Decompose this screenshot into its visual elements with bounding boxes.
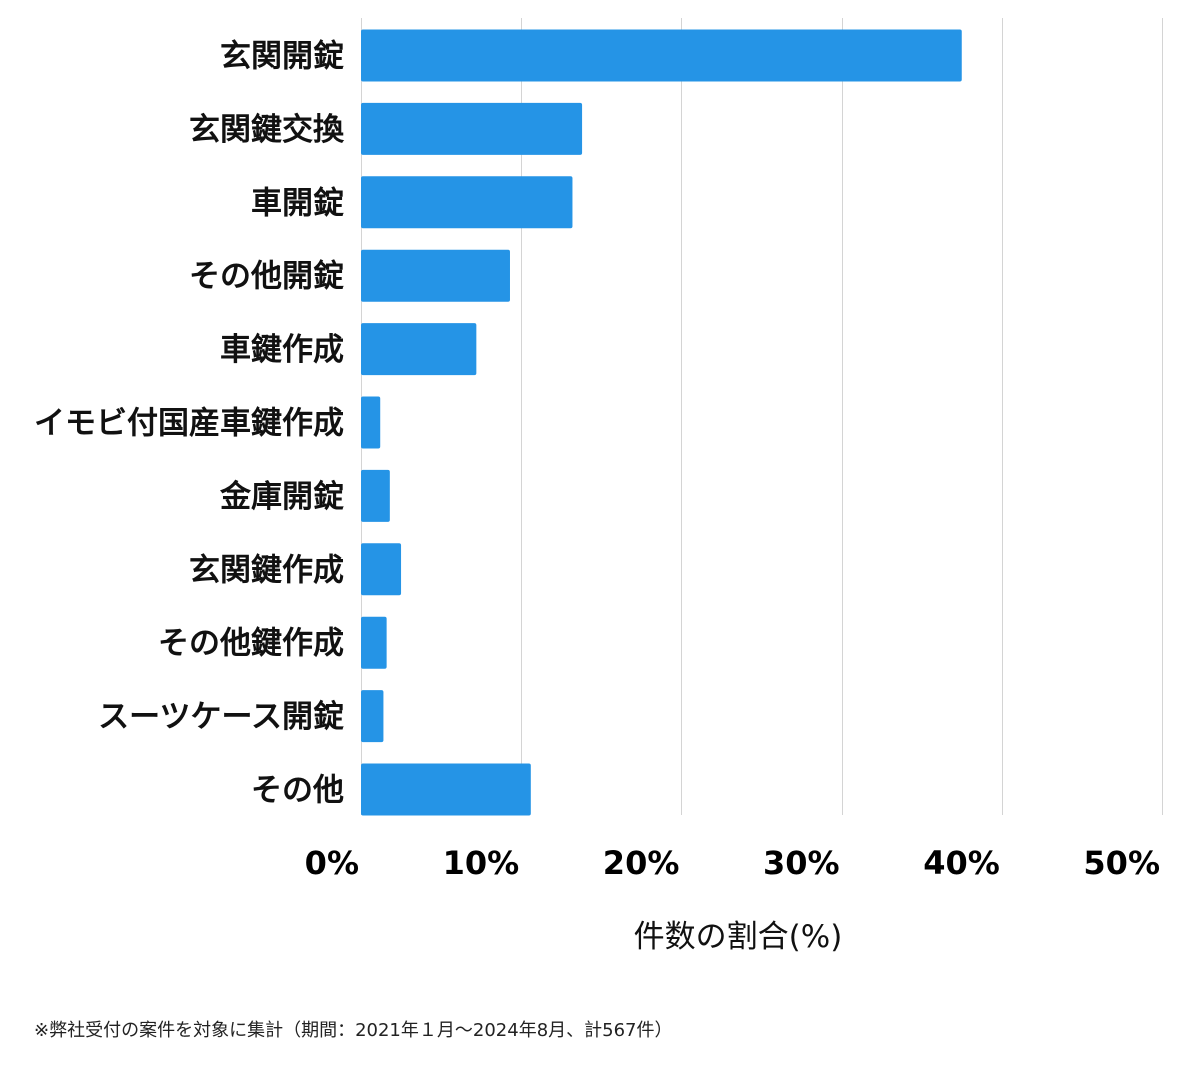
- category-label: 玄関鍵作成: [189, 552, 344, 588]
- bar: [361, 763, 531, 816]
- category-label: 金庫開錠: [219, 479, 344, 515]
- footnote: ※弊社受付の案件を対象に集計（期間：2021年１月〜2024年8月、計567件）: [34, 1020, 673, 1041]
- category-label: イモビ付国産車鍵作成: [34, 406, 344, 442]
- x-tick-label: 40%: [923, 844, 1000, 882]
- x-tick-label: 30%: [763, 844, 840, 882]
- category-label: その他: [251, 773, 344, 809]
- bar: [361, 102, 583, 155]
- x-tick-label: 20%: [603, 844, 680, 882]
- category-label: 玄関鍵交換: [189, 112, 345, 148]
- bar: [361, 690, 384, 743]
- category-label: 玄関開錠: [220, 39, 344, 75]
- x-tick-label: 0%: [305, 844, 359, 882]
- category-label: 車開錠: [251, 185, 344, 221]
- bar: [361, 176, 573, 229]
- bar: [361, 469, 390, 522]
- x-tick-label: 10%: [443, 844, 520, 882]
- category-labels: 玄関開錠玄関鍵交換車開錠その他開錠車鍵作成イモビ付国産車鍵作成金庫開錠玄関鍵作成…: [34, 39, 345, 809]
- x-tick-labels: 0% 10% 20% 30% 40% 50%: [305, 844, 1160, 882]
- category-label: その他開錠: [189, 259, 344, 295]
- bar: [361, 543, 402, 596]
- x-axis-title: 件数の割合(%): [634, 919, 843, 955]
- x-tick-label: 50%: [1083, 844, 1160, 882]
- bar: [361, 396, 381, 449]
- category-label: 車鍵作成: [220, 332, 344, 368]
- bar: [361, 323, 477, 376]
- bars: [361, 29, 962, 816]
- category-label: その他鍵作成: [158, 626, 344, 662]
- bar: [361, 616, 387, 669]
- bar: [361, 29, 962, 82]
- bar: [361, 249, 510, 302]
- category-label: スーツケース開錠: [98, 699, 344, 735]
